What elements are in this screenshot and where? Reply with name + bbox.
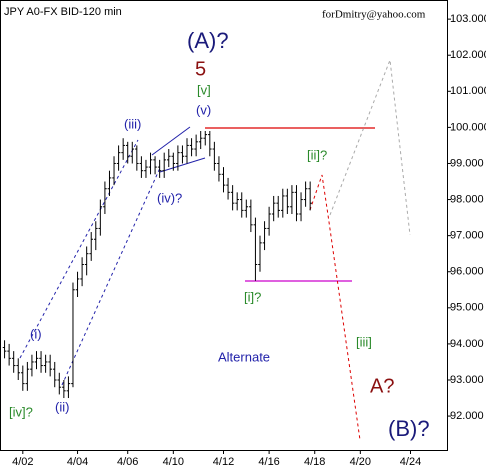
annotation: (i) — [30, 326, 42, 341]
y-tick-label: 95.000 — [450, 302, 484, 314]
y-tick-label: 101.000 — [450, 85, 486, 97]
annotation: [iv]? — [9, 404, 33, 419]
y-tick-label: 99.000 — [450, 157, 484, 169]
x-tick-label: 4/24 — [400, 456, 421, 468]
y-tick-label: 103.000 — [450, 13, 486, 25]
x-tick-label: 4/20 — [350, 456, 371, 468]
x-tick-label: 4/04 — [67, 456, 88, 468]
wedge-line — [151, 126, 191, 156]
channel-line — [61, 167, 161, 386]
y-tick-label: 93.000 — [450, 374, 484, 386]
annotation: A? — [370, 375, 394, 397]
y-tick-label: 98.000 — [450, 193, 484, 205]
x-tick-label: 4/12 — [213, 456, 234, 468]
x-tick-label: 4/18 — [304, 456, 325, 468]
x-tick-label: 4/02 — [12, 456, 33, 468]
channel-line — [19, 139, 139, 359]
annotation: Alternate — [218, 349, 270, 364]
y-tick-label: 96.000 — [450, 266, 484, 278]
annotation: [v] — [197, 82, 211, 97]
projection-line — [309, 174, 361, 441]
annotation: (v) — [196, 102, 211, 117]
annotation: (A)? — [187, 28, 229, 53]
annotation: (iv)? — [157, 190, 182, 205]
y-tick-label: 92.000 — [450, 410, 484, 422]
annotation: [ii]? — [307, 147, 327, 162]
annotation: [iii] — [356, 334, 372, 349]
x-tick-label: 4/06 — [117, 456, 138, 468]
y-tick-label: 102.000 — [450, 49, 486, 61]
annotation: (B)? — [388, 416, 430, 441]
annotation: (iii) — [124, 116, 141, 131]
wedge-line — [159, 157, 206, 173]
x-tick-label: 4/16 — [258, 456, 279, 468]
annotation: [i]? — [244, 289, 261, 304]
annotation: (ii) — [55, 399, 69, 414]
alternate-projection — [329, 59, 411, 236]
chart-title: JPY A0-FX BID-120 min — [4, 6, 122, 18]
annotation: 5 — [195, 58, 206, 80]
y-tick-label: 94.000 — [450, 338, 484, 350]
x-tick-label: 4/10 — [163, 456, 184, 468]
subtitle: forDmitry@yahoo.com — [322, 9, 426, 21]
y-tick-label: 100.000 — [450, 121, 486, 133]
y-tick-label: 97.000 — [450, 230, 484, 242]
